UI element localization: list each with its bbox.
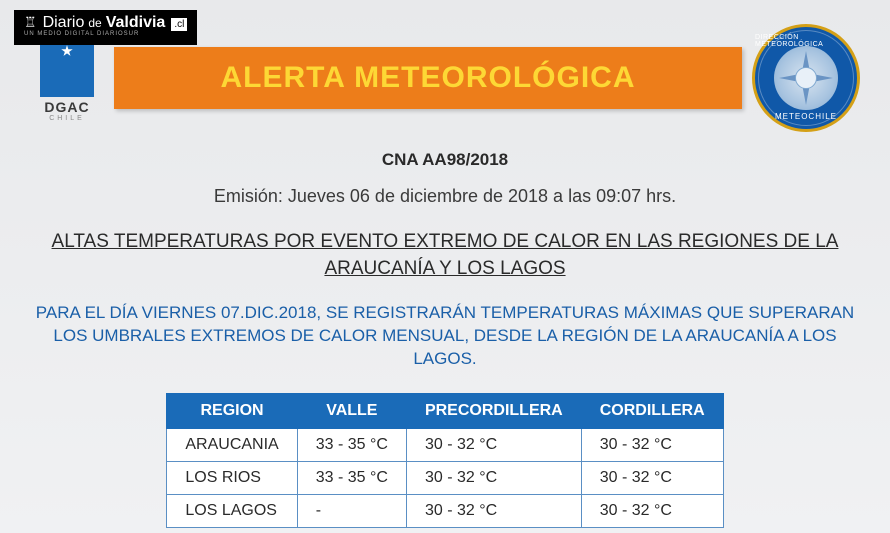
table-cell: 30 - 32 °C	[406, 495, 581, 528]
table-cell: 30 - 32 °C	[581, 429, 723, 462]
watermark-badge: ♖ Diario de Valdivia .cl UN MEDIO DIGITA…	[14, 10, 197, 45]
watermark-valdivia: Valdivia	[106, 14, 166, 32]
table-header-row: REGION VALLE PRECORDILLERA CORDILLERA	[167, 394, 723, 429]
table-row: ARAUCANIA 33 - 35 °C 30 - 32 °C 30 - 32 …	[167, 429, 723, 462]
emission-line: Emisión: Jueves 06 de diciembre de 2018 …	[0, 186, 890, 207]
castle-icon: ♖	[24, 14, 37, 31]
table-cell: -	[297, 495, 406, 528]
bulletin-code: CNA AA98/2018	[0, 150, 890, 170]
table-cell: ARAUCANIA	[167, 429, 297, 462]
table-row: LOS LAGOS - 30 - 32 °C 30 - 32 °C	[167, 495, 723, 528]
table-header: REGION	[167, 394, 297, 429]
table-header: CORDILLERA	[581, 394, 723, 429]
table-cell: LOS RIOS	[167, 462, 297, 495]
table-row: LOS RIOS 33 - 35 °C 30 - 32 °C 30 - 32 °…	[167, 462, 723, 495]
temperature-table: REGION VALLE PRECORDILLERA CORDILLERA AR…	[166, 393, 723, 528]
dgac-logo-text: DGAC	[44, 99, 89, 115]
table-header: PRECORDILLERA	[406, 394, 581, 429]
alert-banner: ALERTA METEOROLÓGICA	[114, 47, 742, 109]
table-cell: 30 - 32 °C	[581, 462, 723, 495]
table-cell: 30 - 32 °C	[581, 495, 723, 528]
watermark-diario: Diario	[43, 14, 85, 32]
watermark-brand: ♖ Diario de Valdivia .cl	[24, 14, 187, 32]
watermark-cl: .cl	[171, 18, 187, 31]
table-cell: 30 - 32 °C	[406, 429, 581, 462]
table-cell: LOS LAGOS	[167, 495, 297, 528]
dgac-logo-sub: CHILE	[49, 115, 85, 122]
table-cell: 33 - 35 °C	[297, 462, 406, 495]
table-header: VALLE	[297, 394, 406, 429]
bulletin-title: ALTAS TEMPERATURAS POR EVENTO EXTREMO DE…	[20, 229, 870, 282]
table-cell: 33 - 35 °C	[297, 429, 406, 462]
compass-icon	[774, 46, 838, 110]
dgac-logo-bar	[40, 37, 94, 97]
watermark-de: de	[88, 16, 101, 30]
bulletin-body: PARA EL DÍA VIERNES 07.DIC.2018, SE REGI…	[30, 302, 860, 371]
meteochile-badge: DIRECCIÓN METEOROLÓGICA METEOCHILE	[752, 24, 860, 132]
table-cell: 30 - 32 °C	[406, 462, 581, 495]
dgac-logo: DGAC CHILE	[30, 34, 104, 122]
meteo-text-bot: METEOCHILE	[775, 112, 837, 121]
